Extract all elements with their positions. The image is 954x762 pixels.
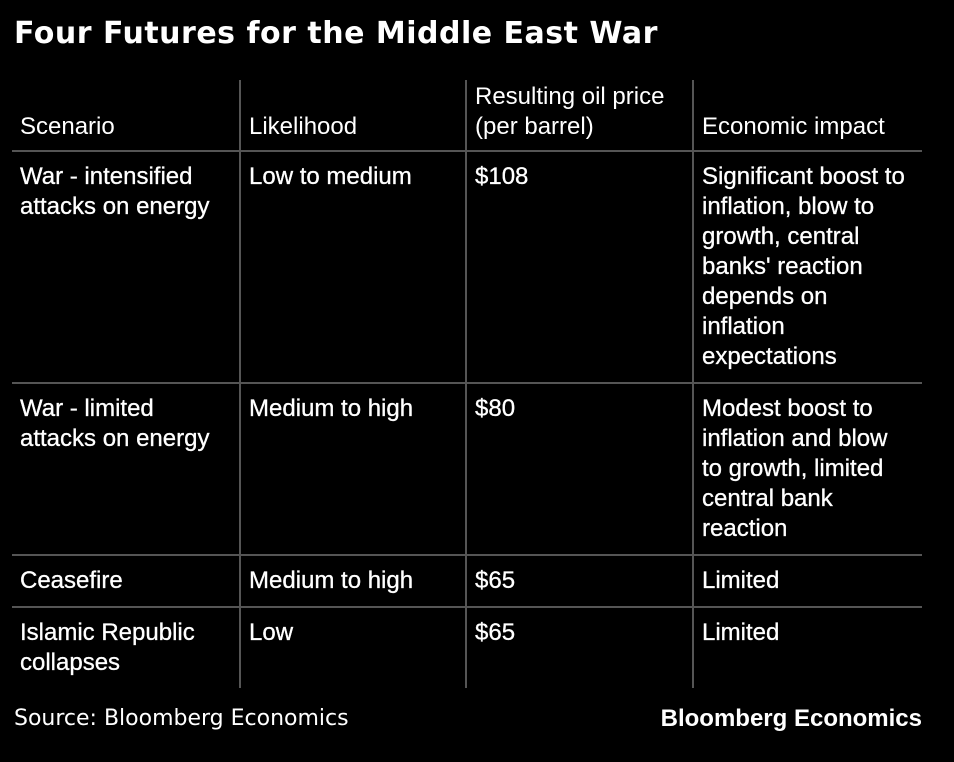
cell-oil-price: $80 bbox=[465, 383, 693, 556]
brand-logo: Bloomberg Economics bbox=[660, 705, 922, 732]
table-row: War - intensified attacks on energy Low … bbox=[12, 151, 922, 384]
cell-economic-impact: Modest boost to inflation and blow to gr… bbox=[692, 383, 922, 556]
cell-scenario: War - limited attacks on energy bbox=[12, 383, 240, 556]
column-header-scenario: Scenario bbox=[12, 80, 240, 152]
scenario-table: Scenario Likelihood Resulting oil price … bbox=[12, 80, 922, 688]
cell-economic-impact: Significant boost to inflation, blow to … bbox=[692, 151, 922, 384]
table-row: Ceasefire Medium to high $65 Limited bbox=[12, 555, 922, 608]
column-header-oil-price: Resulting oil price (per barrel) bbox=[465, 80, 693, 152]
cell-likelihood: Low to medium bbox=[239, 151, 466, 384]
cell-oil-price: $65 bbox=[465, 607, 693, 688]
column-header-likelihood: Likelihood bbox=[239, 80, 466, 152]
cell-scenario: Ceasefire bbox=[12, 555, 240, 608]
cell-likelihood: Medium to high bbox=[239, 383, 466, 556]
cell-oil-price: $108 bbox=[465, 151, 693, 384]
header-row: Scenario Likelihood Resulting oil price … bbox=[12, 80, 922, 152]
table-row: War - limited attacks on energy Medium t… bbox=[12, 383, 922, 556]
cell-scenario: Islamic Republic collapses bbox=[20, 619, 195, 676]
source-note: Source: Bloomberg Economics bbox=[14, 706, 349, 731]
cell-oil-price: $65 bbox=[465, 555, 693, 608]
table-row: Islamic Republic collapses Low $65 Limit… bbox=[12, 607, 922, 688]
page-title: Four Futures for the Middle East War bbox=[14, 16, 658, 51]
cell-scenario: War - intensified attacks on energy bbox=[12, 151, 240, 384]
cell-likelihood: Medium to high bbox=[239, 555, 466, 608]
column-header-economic-impact: Economic impact bbox=[692, 80, 922, 152]
cell-economic-impact: Limited bbox=[692, 555, 922, 608]
cell-likelihood: Low bbox=[239, 607, 466, 688]
cell-economic-impact: Limited bbox=[692, 607, 922, 688]
